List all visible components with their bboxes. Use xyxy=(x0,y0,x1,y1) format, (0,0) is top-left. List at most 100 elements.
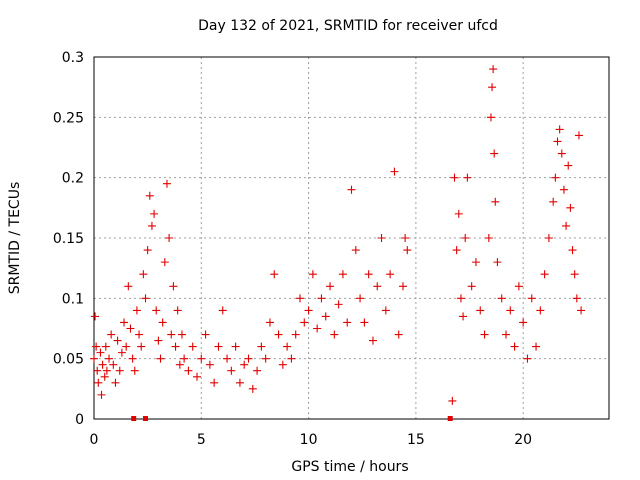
data-point xyxy=(274,330,283,339)
data-point xyxy=(150,209,159,218)
data-point xyxy=(506,306,515,315)
data-point xyxy=(450,173,459,182)
data-point xyxy=(338,270,347,279)
data-point xyxy=(577,306,586,315)
data-point xyxy=(132,306,141,315)
data-point xyxy=(117,348,126,357)
data-point xyxy=(452,246,461,255)
data-point xyxy=(124,282,133,291)
data-point xyxy=(105,354,114,363)
data-point xyxy=(257,342,266,351)
data-point xyxy=(549,197,558,206)
data-point xyxy=(317,294,326,303)
data-point xyxy=(490,149,499,158)
data-point xyxy=(113,336,122,345)
data-point xyxy=(107,330,116,339)
data-point xyxy=(156,354,165,363)
data-point xyxy=(100,372,109,381)
data-point xyxy=(218,306,227,315)
data-point xyxy=(364,270,373,279)
data-point xyxy=(308,270,317,279)
data-point xyxy=(471,258,480,267)
x-tick-label: 5 xyxy=(197,432,206,448)
data-point xyxy=(403,246,412,255)
data-point xyxy=(313,324,322,333)
data-point xyxy=(180,354,189,363)
data-point xyxy=(223,354,232,363)
data-point xyxy=(467,282,476,291)
data-point xyxy=(283,342,292,351)
data-point xyxy=(568,246,577,255)
data-point xyxy=(373,282,382,291)
data-point xyxy=(152,306,161,315)
y-tick-label: 0.05 xyxy=(53,352,84,368)
x-tick-label: 15 xyxy=(407,432,425,448)
data-point xyxy=(484,234,493,242)
data-point xyxy=(94,378,103,387)
data-point xyxy=(145,191,154,200)
data-point xyxy=(205,360,214,369)
data-point xyxy=(493,258,502,267)
y-tick-label: 0.1 xyxy=(62,291,84,307)
data-point xyxy=(91,312,100,321)
data-point xyxy=(559,185,568,194)
data-point xyxy=(454,209,463,218)
data-point xyxy=(287,354,296,363)
data-point xyxy=(122,342,131,351)
data-point xyxy=(461,234,470,242)
data-point xyxy=(368,336,377,345)
x-tick-label: 0 xyxy=(90,432,99,448)
gridlines xyxy=(94,57,609,419)
data-point xyxy=(135,330,144,339)
x-tick-label: 10 xyxy=(300,432,318,448)
data-point xyxy=(188,342,197,351)
data-point xyxy=(572,294,581,303)
data-point xyxy=(173,306,182,315)
data-point xyxy=(491,197,500,206)
data-point xyxy=(532,342,541,351)
zero-value-marker xyxy=(447,416,453,421)
data-point xyxy=(399,282,407,291)
data-point xyxy=(171,342,180,351)
data-point xyxy=(278,360,287,369)
data-point xyxy=(555,125,564,134)
data-point xyxy=(128,354,137,363)
data-point xyxy=(261,354,270,363)
data-point xyxy=(253,366,262,375)
data-point xyxy=(540,270,549,279)
data-point xyxy=(120,318,129,327)
data-point xyxy=(244,354,253,363)
data-point xyxy=(330,330,339,339)
data-point xyxy=(197,354,206,363)
data-point xyxy=(240,360,249,369)
data-point xyxy=(93,366,102,375)
data-point xyxy=(347,185,356,194)
data-point xyxy=(553,137,562,146)
data-point xyxy=(175,360,184,369)
y-tick-label: 0.25 xyxy=(53,110,84,126)
data-point xyxy=(544,234,553,242)
data-point xyxy=(459,312,468,321)
data-point xyxy=(343,318,352,327)
data-point xyxy=(300,318,309,327)
data-point xyxy=(143,246,152,255)
data-point xyxy=(291,330,300,339)
y-axis-ticks: 0 0.05 0.1 0.15 0.2 0.25 0.3 xyxy=(53,50,84,428)
data-point xyxy=(514,282,523,291)
data-point xyxy=(321,312,330,321)
y-axis-label: SRMTID / TECUs xyxy=(7,182,23,295)
data-point xyxy=(334,300,343,309)
y-tick-label: 0.2 xyxy=(62,171,84,187)
data-point xyxy=(480,330,489,339)
y-tick-label: 0 xyxy=(75,412,84,428)
y-tick-label: 0.3 xyxy=(62,50,84,66)
data-point xyxy=(177,330,186,339)
x-axis-label: GPS time / hours xyxy=(291,459,408,475)
x-tick-label: 20 xyxy=(514,432,532,448)
data-point xyxy=(360,318,369,327)
data-point xyxy=(456,294,465,303)
data-point xyxy=(115,366,124,375)
data-point xyxy=(463,173,472,182)
data-point xyxy=(488,83,497,92)
